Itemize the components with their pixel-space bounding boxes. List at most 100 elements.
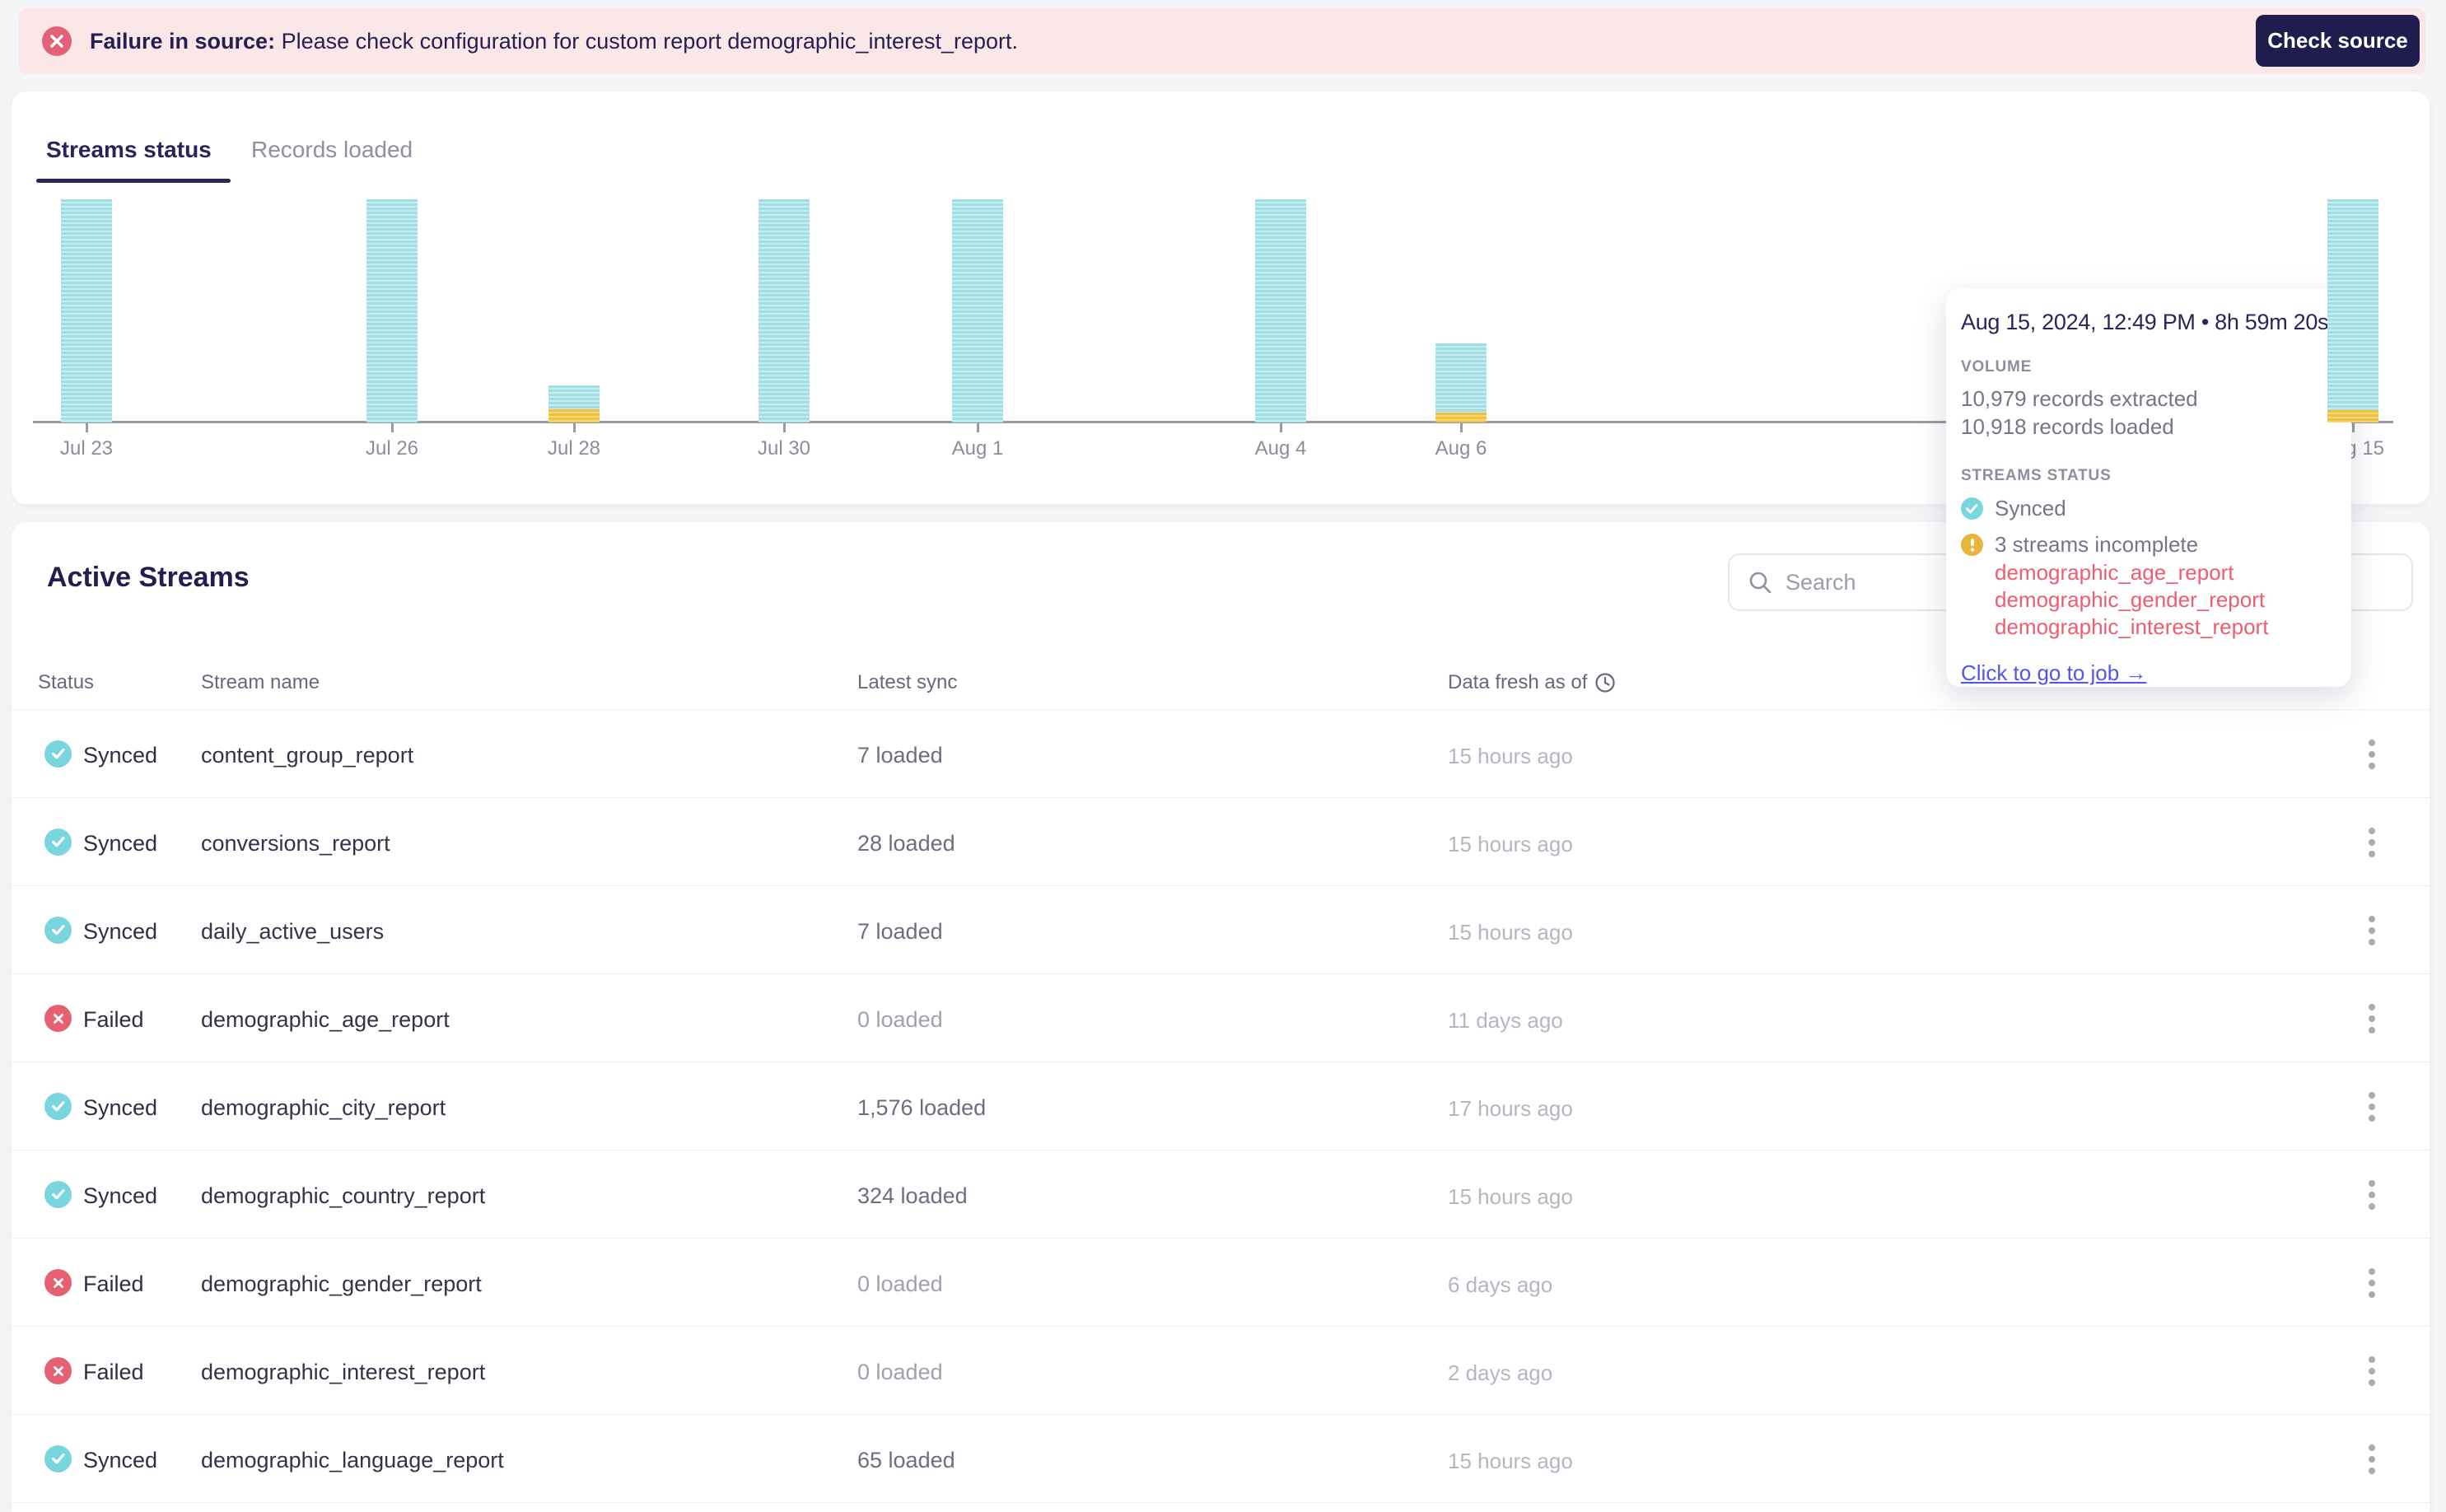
synced-status-icon	[44, 1445, 72, 1472]
tooltip-synced-row: Synced	[1961, 496, 2335, 521]
incomplete-stream-links: demographic_age_report demographic_gender…	[1995, 559, 2335, 641]
data-fresh-value: 6 days ago	[1448, 1272, 1553, 1297]
synced-check-icon	[1961, 497, 1983, 520]
x-axis-tick	[977, 423, 979, 432]
incomplete-stream-link[interactable]: demographic_gender_report	[1995, 587, 2266, 612]
row-menu-button[interactable]	[2350, 821, 2393, 864]
column-header-data-fresh: Data fresh as of	[1448, 671, 1616, 694]
latest-sync-value: 65 loaded	[857, 1448, 955, 1472]
latest-sync-value: 28 loaded	[857, 831, 955, 856]
data-fresh-value: 2 days ago	[1448, 1360, 1553, 1385]
tooltip-incomplete-row: 3 streams incomplete	[1961, 532, 2335, 558]
status-label: Failed	[83, 1360, 144, 1384]
stream-name: demographic_age_report	[201, 1007, 450, 1032]
data-fresh-value: 15 hours ago	[1448, 920, 1573, 945]
stream-name: demographic_country_report	[201, 1183, 486, 1208]
error-circle-icon	[42, 26, 72, 56]
status-label: Failed	[83, 1272, 144, 1296]
latest-sync-value: 7 loaded	[857, 743, 943, 768]
data-fresh-value: 15 hours ago	[1448, 1184, 1573, 1209]
status-label: Synced	[83, 919, 158, 944]
active-streams-title: Active Streams	[47, 562, 250, 593]
x-axis-tick	[86, 423, 88, 432]
x-axis-tick	[1460, 423, 1463, 432]
error-banner: Failure in source: Please check configur…	[19, 8, 2425, 74]
stream-rows: Synced content_group_report 7 loaded 15 hou…	[12, 710, 2430, 1503]
error-message-bold: Failure in source:	[90, 28, 276, 54]
search-icon	[1749, 572, 1771, 594]
data-fresh-value: 17 hours ago	[1448, 1096, 1573, 1121]
status-label: Synced	[83, 743, 158, 768]
column-header-status: Status	[38, 671, 95, 693]
latest-sync-value: 0 loaded	[857, 1360, 943, 1384]
tooltip-title: Aug 15, 2024, 12:49 PM • 8h 59m 20s	[1961, 310, 2329, 334]
column-header-latest-sync: Latest sync	[857, 671, 958, 693]
stream-name: content_group_report	[201, 743, 414, 768]
data-fresh-value: 15 hours ago	[1448, 832, 1573, 856]
row-menu-button[interactable]	[2350, 909, 2393, 952]
failed-status-icon	[44, 1005, 72, 1032]
tooltip-synced-label: Synced	[1995, 496, 2066, 520]
stream-name: conversions_report	[201, 831, 390, 856]
data-fresh-value: 11 days ago	[1448, 1008, 1563, 1033]
x-axis-label: Aug 6	[1435, 437, 1487, 460]
check-source-button[interactable]: Check source	[2256, 15, 2420, 67]
chart-x-axis	[33, 421, 2393, 423]
incomplete-stream-link[interactable]: demographic_age_report	[1995, 560, 2234, 585]
table-row: Synced demographic_language_report 65 load…	[12, 1415, 2430, 1503]
table-row: Synced demographic_city_report 1,576 loade…	[12, 1062, 2430, 1150]
x-axis-label: Jul 23	[59, 437, 114, 460]
x-axis-tick	[391, 423, 394, 432]
x-axis-tick	[783, 423, 786, 432]
tooltip-volume-label: VOLUME	[1961, 358, 2033, 376]
x-axis-tick	[573, 423, 576, 432]
synced-status-icon	[44, 740, 72, 768]
row-menu-button[interactable]	[2350, 1262, 2393, 1304]
data-fresh-value: 15 hours ago	[1448, 1449, 1573, 1473]
latest-sync-value: 0 loaded	[857, 1272, 943, 1296]
synced-status-icon	[44, 828, 72, 856]
clock-icon	[1595, 673, 1616, 693]
row-menu-button[interactable]	[2350, 997, 2393, 1040]
table-row: Synced demographic_country_report 324 load…	[12, 1150, 2430, 1239]
status-label: Synced	[83, 1095, 158, 1120]
tab-records-loaded[interactable]: Records loaded	[251, 137, 413, 162]
latest-sync-value: 0 loaded	[857, 1007, 943, 1032]
table-row: Synced content_group_report 7 loaded 15 hou…	[12, 710, 2430, 798]
stream-name: demographic_gender_report	[201, 1272, 482, 1296]
row-menu-button[interactable]	[2350, 1350, 2393, 1393]
error-message-rest: Please check configuration for custom re…	[275, 28, 1019, 54]
table-row: Failed demographic_interest_report 0 loade…	[12, 1327, 2430, 1415]
failed-status-icon	[44, 1269, 72, 1296]
x-axis-label: Aug 4	[1254, 437, 1307, 460]
column-header-data-fresh-label: Data fresh as of	[1448, 671, 1588, 693]
table-row: Synced conversions_report 28 loaded 15 hour…	[12, 798, 2430, 886]
tab-streams-status[interactable]: Streams status	[46, 137, 212, 162]
x-axis-label: Jul 26	[365, 437, 419, 460]
incomplete-stream-link[interactable]: demographic_interest_report	[1995, 614, 2269, 639]
synced-status-icon	[44, 1181, 72, 1208]
synced-status-icon	[44, 1093, 72, 1120]
x-axis-label: Jul 28	[547, 437, 601, 460]
x-axis-tick	[2352, 423, 2355, 432]
status-label: Synced	[83, 1183, 158, 1208]
sync-tooltip: Aug 15, 2024, 12:49 PM • 8h 59m 20s VOLU…	[1946, 288, 2351, 687]
row-menu-button[interactable]	[2350, 1174, 2393, 1216]
row-menu-button[interactable]	[2350, 733, 2393, 776]
table-row: Synced daily_active_users 7 loaded 15 hours…	[12, 886, 2430, 974]
table-row: Failed demographic_gender_report 0 loaded 6…	[12, 1239, 2430, 1327]
stream-name: daily_active_users	[201, 919, 385, 944]
data-fresh-value: 15 hours ago	[1448, 744, 1573, 768]
active-streams-card: Active Streams Status Stream name Latest…	[12, 522, 2430, 1512]
column-header-stream-name: Stream name	[201, 671, 320, 693]
x-axis-label: Aug 1	[951, 437, 1004, 460]
go-to-job-link[interactable]: Click to go to job →	[1961, 660, 2147, 685]
x-axis-label: Jul 30	[757, 437, 811, 460]
table-header: Status Stream name Latest sync Data fres…	[12, 656, 2430, 710]
table-row: Failed demographic_age_report 0 loaded 11 d…	[12, 974, 2430, 1062]
row-menu-button[interactable]	[2350, 1085, 2393, 1128]
tooltip-streams-status-label: STREAMS STATUS	[1961, 467, 2112, 484]
row-menu-button[interactable]	[2350, 1438, 2393, 1481]
latest-sync-value: 7 loaded	[857, 919, 943, 944]
latest-sync-value: 1,576 loaded	[857, 1095, 987, 1120]
